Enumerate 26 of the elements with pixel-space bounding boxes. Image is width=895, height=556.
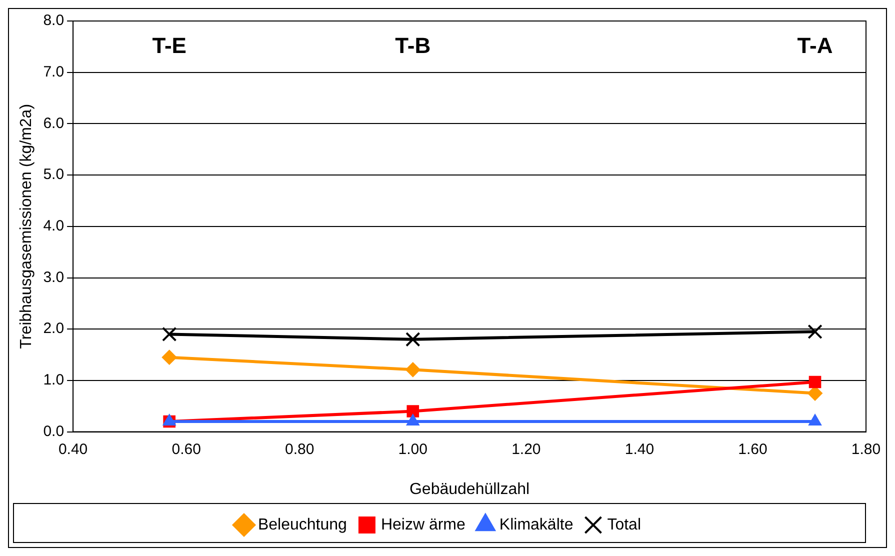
x-tick-label: 0.40	[58, 440, 88, 458]
y-tick-label: 5.0	[43, 166, 64, 184]
legend-label: Total	[607, 516, 642, 534]
y-tick-label: 8.0	[43, 12, 64, 30]
annotation: T-B	[395, 33, 431, 58]
x-tick-label: 1.20	[512, 440, 541, 458]
x-tick-label: 1.60	[738, 440, 768, 458]
y-tick-label: 4.0	[43, 218, 64, 235]
legend-label: Klimakälte	[499, 516, 574, 534]
y-tick-label: 7.0	[43, 63, 64, 80]
y-tick-label: 3.0	[43, 268, 64, 286]
annotation: T-E	[152, 33, 186, 58]
y-tick-label: 2.0	[43, 320, 64, 338]
x-axis-title: Gebäudehüllzahl	[409, 480, 530, 498]
x-tick-label: 1.40	[624, 440, 654, 458]
x-tick-label: 1.80	[851, 440, 881, 458]
y-tick-label: 1.0	[43, 372, 64, 389]
x-tick-label: 0.60	[172, 440, 201, 458]
x-tick-label: 0.80	[285, 440, 314, 458]
x-tick-label: 1.00	[398, 440, 428, 458]
annotation: T-A	[797, 33, 833, 58]
y-tick-label: 0.0	[43, 422, 64, 440]
legend-label: Heizw ärme	[380, 516, 466, 534]
y-tick-label: 6.0	[43, 114, 64, 132]
legend-label: Beleuchtung	[258, 516, 347, 534]
y-axis-title: Treibhausgasemissionen (kg/m2a)	[18, 104, 36, 349]
